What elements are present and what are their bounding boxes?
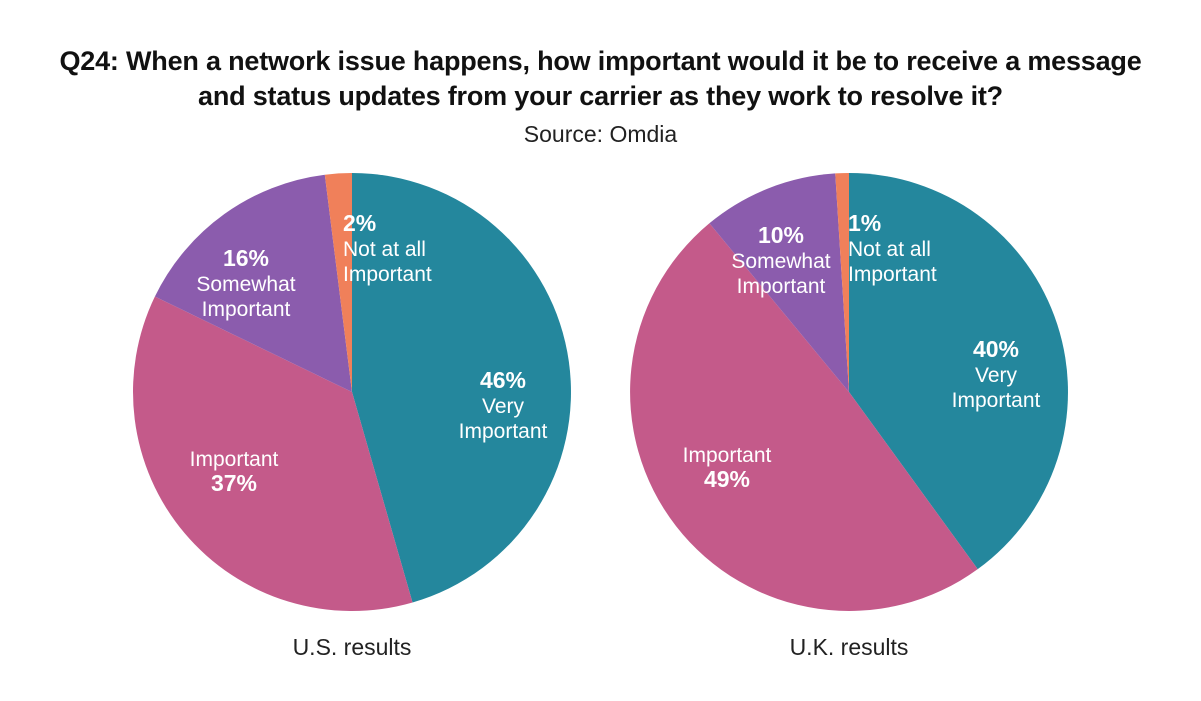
pie-caption: U.S. results <box>293 634 412 660</box>
slice-category-label: Important <box>459 420 548 443</box>
slice-percent-label: 1% <box>848 210 881 236</box>
pie-slice-not-at-all-important <box>324 173 352 392</box>
slice-label-very-important: 46% Very Important <box>459 367 548 443</box>
pie-slice-important <box>133 296 413 611</box>
chart-title: Q24: When a network issue happens, how i… <box>0 44 1201 114</box>
slice-category-label: Very <box>975 364 1018 387</box>
slice-category-label: Somewhat <box>731 250 830 273</box>
slice-category-label: Not at all <box>848 238 931 261</box>
slice-percent-label: 16% <box>223 245 269 271</box>
pie-slice-somewhat-important <box>709 173 849 392</box>
pie-slice-not-at-all-important <box>835 173 849 392</box>
slice-label-somewhat-important: 16% Somewhat Important <box>196 245 295 321</box>
slice-percent-label: 49% <box>704 466 750 492</box>
slice-percent-label: 40% <box>973 336 1019 362</box>
slice-category-label: Important <box>190 448 279 471</box>
slice-percent-label: 46% <box>480 367 526 393</box>
slice-label-very-important: 40% Very Important <box>952 336 1041 412</box>
slice-category-label: Important <box>848 263 937 286</box>
chart-title-line-1: Q24: When a network issue happens, how i… <box>59 46 1142 76</box>
slice-category-label: Important <box>202 298 291 321</box>
slice-percent-label: 10% <box>758 222 804 248</box>
slice-label-important: Important 37% <box>190 448 279 496</box>
slice-category-label: Important <box>952 389 1041 412</box>
pie-caption: U.K. results <box>790 634 909 660</box>
slice-label-important: Important 49% <box>683 444 772 492</box>
pie-slice-very-important <box>352 173 571 603</box>
slice-percent-label: 2% <box>343 210 376 236</box>
slice-label-somewhat-important: 10% Somewhat Important <box>731 222 830 298</box>
chart-title-line-2: and status updates from your carrier as … <box>198 81 1003 111</box>
slice-category-label: Important <box>737 275 826 298</box>
pie-slice-very-important <box>849 173 1068 570</box>
slice-category-label: Not at all <box>343 238 426 261</box>
slice-category-label: Very <box>482 395 525 418</box>
slice-category-label: Somewhat <box>196 273 295 296</box>
slice-category-label: Important <box>343 263 432 286</box>
pie-slice-somewhat-important <box>154 174 352 392</box>
slice-category-label: Important <box>683 444 772 467</box>
chart-subtitle: Source: Omdia <box>523 121 678 147</box>
slice-percent-label: 37% <box>211 470 257 496</box>
slice-label-not-at-all-important: 1% Not at all Important <box>848 210 937 286</box>
pie-slice-important <box>630 223 978 611</box>
slice-label-not-at-all-important: 2% Not at all Important <box>343 210 432 286</box>
